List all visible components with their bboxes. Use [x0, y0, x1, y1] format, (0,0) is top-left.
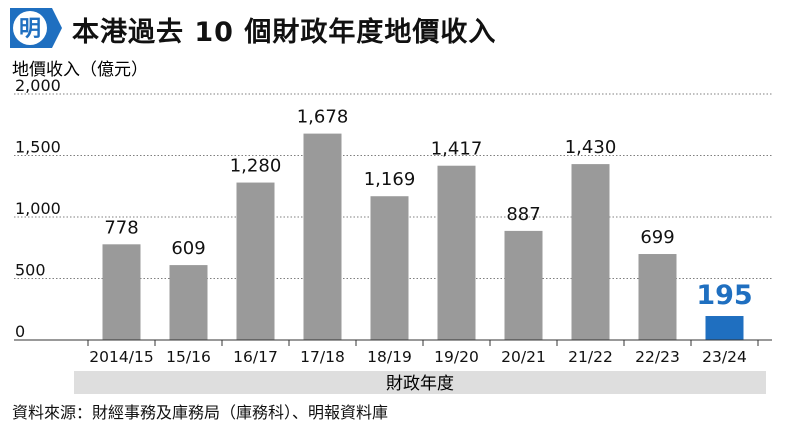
data-labels: 778 609 1,280 1,678 1,169 1,417 887 1,430 699 195	[104, 107, 752, 311]
x-axis-title: 財政年度	[386, 374, 454, 394]
x-tick-label: 16/17	[233, 348, 278, 366]
y-axis-title: 地價收入（億元）	[12, 60, 148, 80]
bar-value-label: 778	[104, 217, 138, 238]
bar-highlighted	[705, 316, 744, 340]
ming-pao-logo-icon: 明	[8, 6, 64, 50]
y-tick-label: 1,000	[15, 199, 61, 218]
x-tick-label: 15/16	[166, 348, 211, 366]
x-tick-label: 23/24	[702, 348, 747, 366]
bar-value-label: 887	[506, 204, 540, 225]
chart-title: 本港過去 10 個財政年度地價收入	[72, 17, 497, 48]
bar	[638, 254, 677, 340]
x-tick-label: 18/19	[367, 348, 412, 366]
header: 明 本港過去 10 個財政年度地價收入	[8, 6, 792, 50]
bar	[370, 196, 409, 340]
bar	[504, 230, 543, 340]
x-axis-label-band	[74, 371, 766, 394]
bar-value-label: 1,430	[565, 137, 617, 158]
bar	[236, 182, 275, 340]
bar-value-label: 1,678	[297, 107, 349, 128]
y-tick-label: 1,500	[15, 138, 61, 157]
x-tick-labels: 2014/15 15/16 16/17 17/18 18/19 19/20 20/21 21/…	[87, 340, 759, 366]
x-tick-label: 19/20	[434, 348, 479, 366]
bar	[437, 165, 476, 340]
x-tick-label: 2014/15	[89, 348, 153, 366]
bar	[571, 164, 610, 340]
bar-value-label: 195	[696, 280, 752, 311]
x-tick-label: 20/21	[501, 348, 546, 366]
y-tick-label: 2,000	[15, 76, 61, 95]
bar-value-label: 1,280	[230, 156, 282, 177]
bars	[102, 133, 744, 340]
x-tick-label: 17/18	[300, 348, 345, 366]
bar-value-label: 609	[171, 238, 205, 259]
y-tick-label: 0	[15, 322, 25, 341]
bar-value-label: 1,417	[431, 139, 483, 160]
bar	[102, 244, 141, 340]
bar-value-label: 699	[640, 227, 674, 248]
x-tick-label: 22/23	[635, 348, 680, 366]
svg-text:明: 明	[19, 17, 41, 42]
y-tick-label: 500	[15, 261, 46, 280]
source-note: 資料來源：財經事務及庫務局（庫務科）、明報資料庫	[12, 403, 389, 422]
bar-value-label: 1,169	[364, 169, 416, 190]
y-tick-labels: 0 500 1,000 1,500 2,000	[15, 76, 61, 341]
bar	[303, 133, 342, 340]
x-tick-label: 21/22	[568, 348, 613, 366]
bar	[169, 265, 208, 340]
